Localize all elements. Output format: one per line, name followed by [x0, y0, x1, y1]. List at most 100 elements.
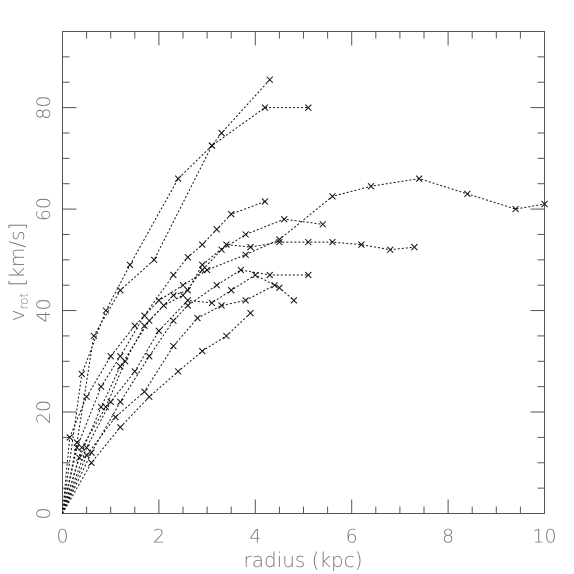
data-point — [271, 281, 278, 289]
axis-ticks — [62, 31, 545, 514]
x-tick-label: 8 — [442, 526, 454, 548]
data-point — [198, 241, 206, 248]
y-tick-label: 20 — [33, 400, 55, 424]
data-point — [242, 251, 250, 259]
y-axis-label: vrot [km/s] — [5, 223, 31, 322]
y-axis-label-unit: [km/s] — [5, 223, 29, 293]
data-point — [541, 200, 548, 208]
data-point — [116, 398, 124, 406]
y-tick-label: 80 — [33, 96, 55, 120]
x-tick-label: 6 — [346, 526, 358, 548]
data-point — [208, 142, 216, 150]
data-point — [218, 129, 225, 137]
data-point — [88, 449, 95, 456]
data-point — [76, 454, 83, 462]
data-point — [276, 236, 283, 243]
data-point — [198, 266, 206, 274]
y-tick-label: 60 — [33, 197, 55, 221]
data-point — [107, 352, 115, 360]
data-point — [141, 322, 148, 330]
data-point — [213, 226, 221, 233]
x-axis-label: radius (kpc) — [243, 548, 362, 572]
y-tick-labels: 0 20 40 60 80 — [33, 96, 55, 520]
data-point — [66, 434, 74, 441]
data-point — [184, 253, 192, 261]
data-point — [512, 205, 519, 213]
data-point — [170, 271, 177, 279]
data-point — [170, 317, 177, 325]
data-point — [131, 322, 139, 330]
data-point — [227, 210, 235, 218]
data-point — [88, 459, 95, 467]
x-tick-label: 10 — [532, 526, 556, 548]
data-point — [218, 246, 225, 254]
data-point — [184, 302, 192, 309]
data-point — [266, 76, 274, 84]
data-point — [107, 398, 115, 406]
rotation-curve-10 — [62, 312, 251, 514]
data-point — [223, 332, 230, 340]
data-point — [155, 327, 163, 335]
rotation-curves — [62, 79, 545, 514]
data-point — [247, 309, 254, 317]
data-point — [184, 297, 192, 304]
data-point — [97, 403, 105, 411]
data-point — [112, 413, 119, 421]
data-point — [218, 302, 225, 309]
data-point — [367, 182, 375, 190]
x-tick-label: 4 — [249, 526, 261, 548]
data-point — [121, 357, 129, 365]
rotation-curve-9 — [62, 284, 275, 514]
data-point — [73, 444, 81, 451]
data-point — [280, 215, 288, 223]
data-point — [116, 286, 124, 294]
data-point — [78, 444, 86, 451]
y-axis-label-sub: rot — [17, 293, 31, 310]
data-point — [170, 342, 177, 350]
data-point — [266, 271, 274, 279]
x-tick-label: 2 — [153, 526, 165, 548]
data-point — [276, 238, 283, 246]
rotation-curve-8 — [62, 269, 309, 514]
data-point — [198, 347, 206, 355]
data-point — [357, 241, 365, 248]
data-point — [319, 220, 327, 228]
data-point — [329, 238, 336, 246]
data-point — [386, 246, 394, 254]
data-point — [304, 238, 312, 246]
data-point — [227, 286, 235, 294]
data-point — [290, 297, 298, 304]
data-point — [415, 175, 423, 182]
data-point — [261, 104, 269, 111]
data-point — [329, 193, 336, 200]
x-tick-labels: 0 2 4 6 8 10 — [56, 526, 556, 548]
data-point — [90, 332, 98, 340]
data-point — [97, 383, 105, 391]
rotation-curve-5 — [62, 241, 415, 514]
data-point — [304, 271, 312, 279]
rotation-curve-2 — [62, 107, 309, 514]
data-point — [213, 281, 221, 289]
data-point — [83, 451, 90, 459]
data-point — [237, 266, 245, 274]
data-point — [116, 423, 124, 431]
data-point — [126, 261, 134, 269]
data-point — [208, 299, 216, 307]
data-point — [145, 393, 153, 401]
rotation-curve-1 — [62, 79, 271, 514]
data-point — [78, 370, 86, 378]
data-point — [464, 190, 471, 198]
data-point — [242, 231, 250, 238]
plot-frame — [62, 31, 545, 514]
data-point — [276, 284, 283, 292]
data-point — [247, 243, 254, 251]
data-point — [102, 307, 110, 314]
data-point — [198, 261, 206, 269]
data-point — [131, 368, 139, 375]
data-point — [145, 352, 153, 360]
data-point — [261, 198, 269, 205]
data-point — [242, 297, 250, 304]
y-tick-label: 40 — [33, 298, 55, 322]
x-tick-label: 0 — [56, 526, 68, 548]
